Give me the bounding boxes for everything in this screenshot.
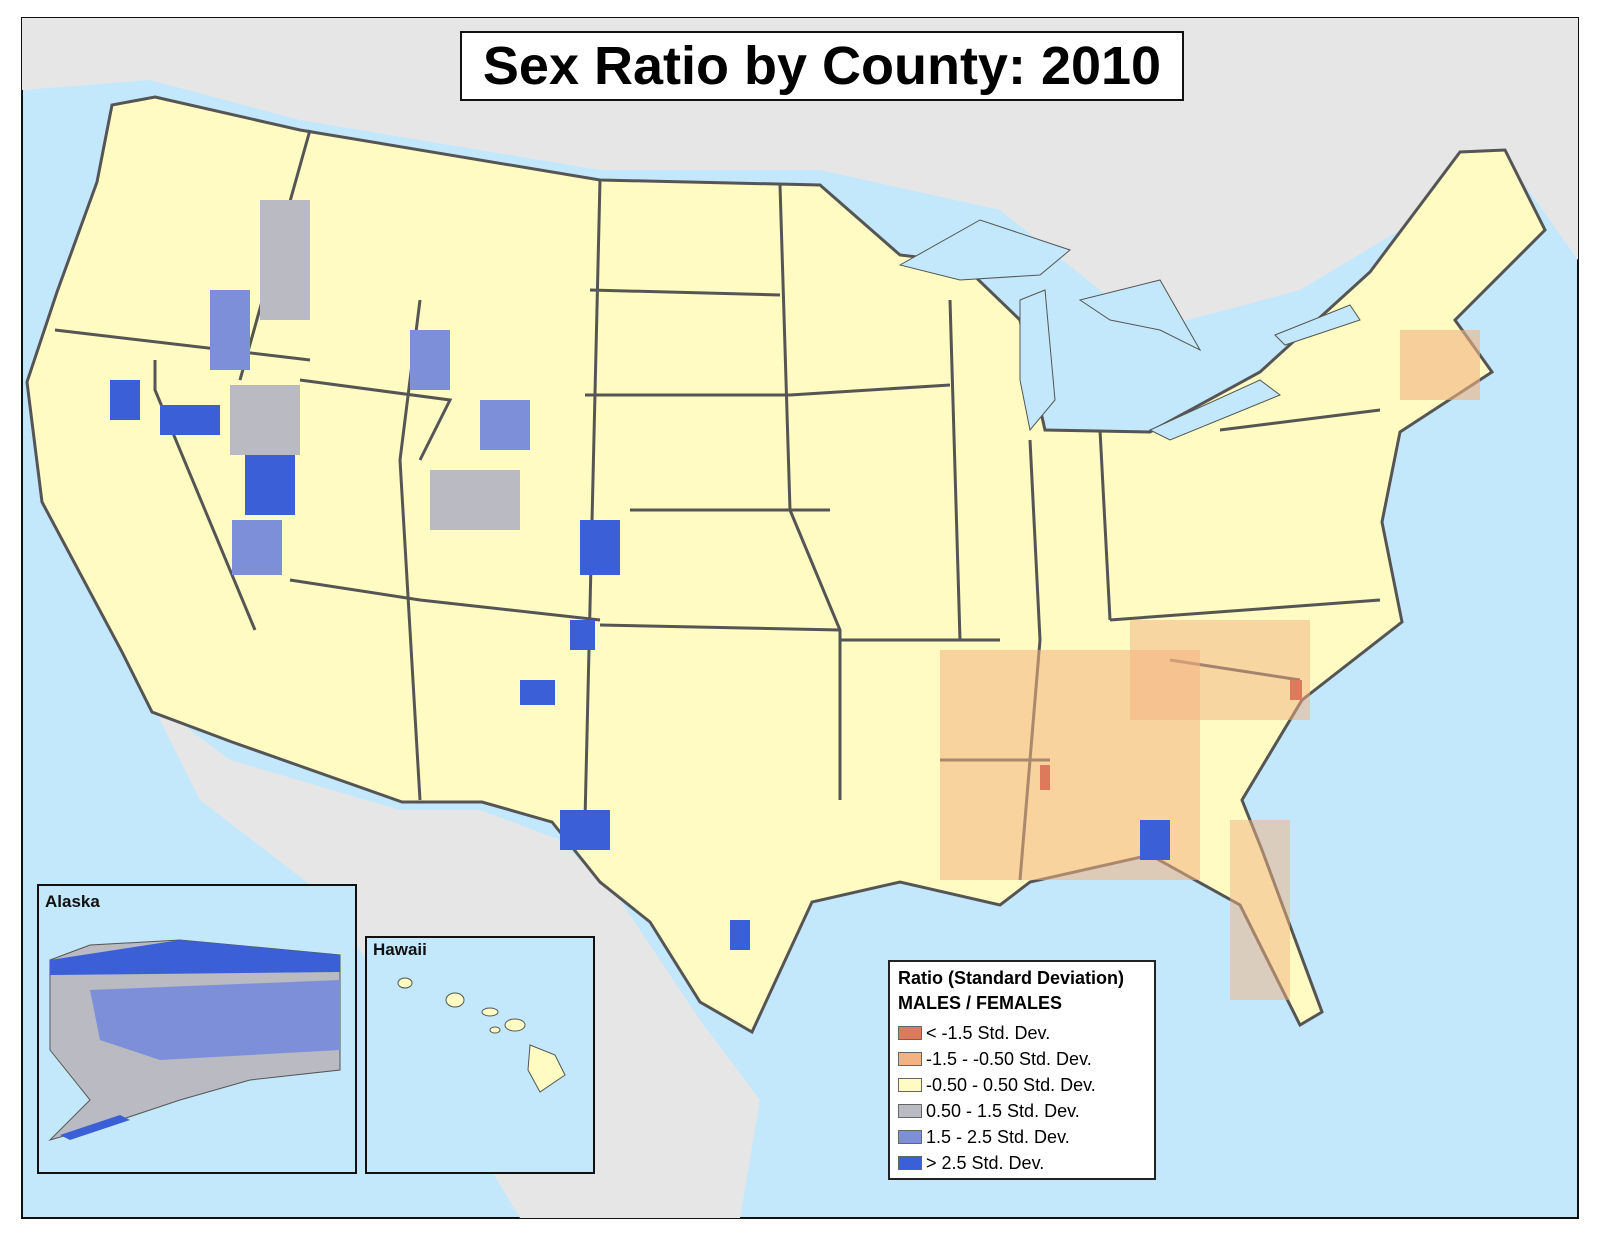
legend-label: -0.50 - 0.50 Std. Dev. [926,1074,1096,1095]
legend-item: > 2.5 Std. Dev. [898,1150,1146,1176]
legend-item: 0.50 - 1.5 Std. Dev. [898,1098,1146,1124]
legend-swatch [898,1078,922,1092]
legend-swatch [898,1104,922,1118]
canada-landmass [22,18,1578,330]
legend-swatch [898,1052,922,1066]
legend-label: > 2.5 Std. Dev. [926,1152,1045,1173]
legend-label: -1.5 - -0.50 Std. Dev. [926,1048,1092,1069]
legend-item: -0.50 - 0.50 Std. Dev. [898,1072,1146,1098]
hawaii-inset [365,936,595,1174]
legend-label: 0.50 - 1.5 Std. Dev. [926,1100,1080,1121]
hawaii-label: Hawaii [373,940,427,959]
legend-label: 1.5 - 2.5 Std. Dev. [926,1126,1070,1147]
great-lakes [898,219,1361,441]
legend-item: < -1.5 Std. Dev. [898,1020,1146,1046]
lake-michigan [1019,289,1056,432]
alaska-label: Alaska [45,892,100,911]
lake-erie [1148,379,1282,441]
legend-swatch [898,1156,922,1170]
lake-huron [1078,279,1202,352]
legend: Ratio (Standard Deviation) MALES / FEMAL… [888,960,1156,1180]
legend-swatch [898,1026,922,1040]
legend-title: Ratio (Standard Deviation) [898,968,1125,988]
legend-label: < -1.5 Std. Dev. [926,1022,1051,1043]
legend-swatch [898,1130,922,1144]
lake-ontario [1274,304,1361,346]
lake-superior [898,219,1072,281]
legend-item: -1.5 - -0.50 Std. Dev. [898,1046,1146,1072]
county-highlights [110,200,1480,1000]
alaska-inset [37,884,357,1174]
legend-subtitle: MALES / FEMALES [898,993,1063,1013]
legend-item: 1.5 - 2.5 Std. Dev. [898,1124,1146,1150]
map-title: Sex Ratio by County: 2010 [460,31,1184,101]
